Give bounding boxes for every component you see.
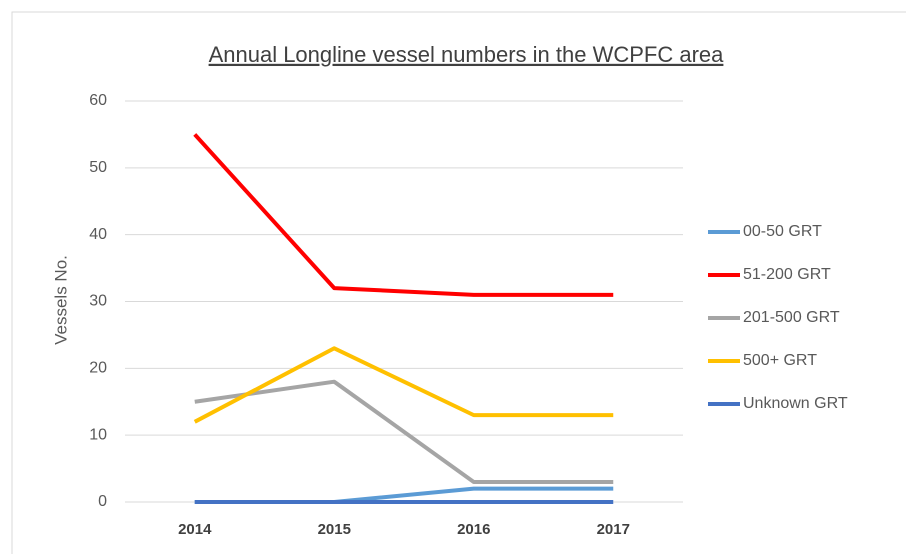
- legend-label: Unknown GRT: [743, 395, 848, 412]
- chart-frame: [11, 11, 906, 554]
- y-tick-label: 10: [89, 426, 107, 443]
- series-line: [194, 379, 614, 484]
- y-tick-label: 20: [89, 360, 107, 377]
- x-tick-label: 2015: [318, 521, 351, 538]
- x-tick-label: 2016: [457, 521, 490, 538]
- y-tick-label: 0: [98, 493, 107, 510]
- legend-label: 500+ GRT: [743, 352, 817, 369]
- x-tick-label: 2014: [178, 521, 212, 538]
- y-tick-label: 50: [89, 159, 107, 176]
- legend-label: 00-50 GRT: [743, 223, 822, 240]
- x-tick-label: 2017: [597, 521, 630, 538]
- series-line: [193, 346, 614, 424]
- y-tick-label: 60: [89, 92, 107, 109]
- y-tick-label: 40: [89, 226, 107, 243]
- y-tick-label: 30: [89, 293, 107, 310]
- y-axis-label: Vessels No.: [51, 255, 70, 345]
- chart-title: Annual Longline vessel numbers in the WC…: [209, 42, 725, 67]
- series-line: [193, 133, 614, 297]
- legend-label: 51-200 GRT: [743, 266, 831, 283]
- legend-label: 201-500 GRT: [743, 309, 840, 326]
